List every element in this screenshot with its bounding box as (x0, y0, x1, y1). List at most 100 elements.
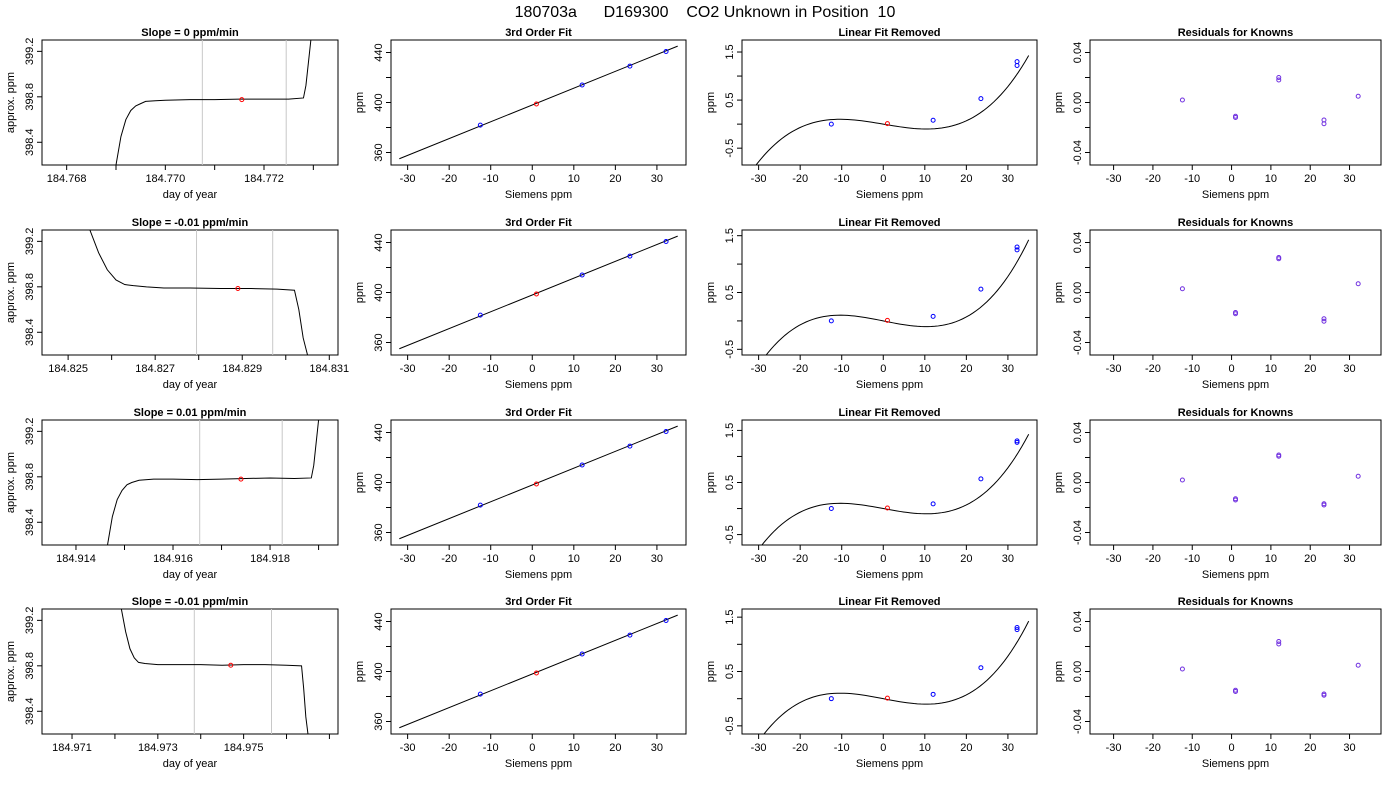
residual-point (1321, 692, 1327, 698)
y-tick-label: -0.5 (724, 716, 736, 735)
y-axis-label: approx. ppm (5, 452, 17, 513)
x-tick-label: -10 (483, 173, 499, 185)
x-tick-label: 0 (529, 173, 535, 185)
y-tick-label: 360 (373, 523, 385, 541)
plot-frame (1089, 608, 1382, 735)
plot-frame (741, 419, 1038, 546)
plot-area (1179, 452, 1361, 508)
known-point (978, 96, 984, 102)
x-tick-label: -20 (1145, 553, 1161, 565)
fit-curve (399, 614, 678, 729)
x-tick-label: 30 (1002, 553, 1014, 565)
x-axis-label: Siemens ppm (1202, 379, 1269, 391)
plot-area (399, 425, 678, 540)
x-axis-label: day of year (163, 189, 218, 201)
x-axis-label: Siemens ppm (856, 569, 923, 581)
x-tick-label: 184.918 (250, 553, 290, 565)
x-tick-label: -20 (792, 363, 808, 375)
y-axis-label: ppm (705, 661, 717, 682)
x-tick-label: -30 (1106, 173, 1122, 185)
x-tick-label: 20 (960, 363, 972, 375)
x-tick-label: 10 (919, 553, 931, 565)
panel-title: Linear Fit Removed (838, 596, 940, 608)
y-tick-label: 360 (373, 333, 385, 351)
panel-title: 3rd Order Fit (505, 407, 572, 419)
x-tick-label: 20 (609, 363, 621, 375)
unknown-point (884, 317, 890, 323)
y-tick-label: 399.2 (24, 228, 36, 256)
y-axis-label: ppm (1053, 92, 1065, 113)
residual-point (1355, 93, 1361, 99)
x-tick-label: 20 (1304, 173, 1316, 185)
y-tick-label: 0.5 (724, 475, 736, 490)
y-tick-label: -0.04 (1072, 709, 1084, 734)
known-point (579, 82, 585, 88)
x-tick-label: 30 (1002, 742, 1014, 754)
panel-title: Slope = -0.01 ppm/min (132, 596, 249, 608)
y-tick-label: 0.5 (724, 285, 736, 300)
x-tick-label: -10 (1184, 173, 1200, 185)
y-tick-label: 0.5 (724, 92, 736, 107)
residual-point (1233, 115, 1238, 120)
known-point (930, 501, 936, 507)
x-tick-label: -20 (1145, 363, 1161, 375)
x-tick-label: 30 (651, 553, 663, 565)
y-tick-label: -0.04 (1072, 140, 1084, 165)
y-axis-label: ppm (354, 661, 366, 682)
known-point (828, 696, 834, 702)
x-tick-label: -30 (400, 173, 416, 185)
known-point (978, 665, 984, 671)
x-tick-label: 0 (1229, 553, 1235, 565)
unknown-point (884, 121, 890, 127)
y-tick-label: 399.2 (24, 418, 36, 446)
x-tick-label: 20 (1304, 742, 1316, 754)
plot-frame (741, 608, 1038, 735)
x-tick-label: -10 (834, 363, 850, 375)
y-tick-label: 1.5 (724, 228, 736, 243)
timeseries-trace (107, 420, 320, 545)
x-tick-label: 0 (880, 742, 886, 754)
y-tick-label: 398.4 (24, 319, 36, 347)
fit-curve (399, 45, 678, 160)
x-tick-label: 10 (1265, 742, 1277, 754)
known-point (828, 121, 834, 127)
x-tick-label: 0 (1229, 742, 1235, 754)
residual-point (1321, 121, 1327, 127)
x-tick-label: -20 (792, 173, 808, 185)
y-tick-label: 0.04 (1072, 42, 1084, 63)
y-axis-label: approx. ppm (5, 641, 17, 702)
x-tick-label: 30 (1343, 553, 1355, 565)
x-tick-label: -10 (834, 553, 850, 565)
x-axis-label: day of year (163, 569, 218, 581)
x-tick-label: -20 (441, 742, 457, 754)
y-axis-label: ppm (354, 472, 366, 493)
residual-point (1179, 666, 1185, 672)
panel-residuals-r4c4: Residuals for Knowns -30 -20 -10 0 10 20 30 -0.0… (1053, 596, 1382, 770)
x-tick-label: 10 (1265, 173, 1277, 185)
x-tick-label: -10 (1184, 553, 1200, 565)
y-tick-label: -0.04 (1072, 520, 1084, 545)
panel-title: Residuals for Knowns (1178, 27, 1294, 39)
panel-title: Slope = 0 ppm/min (141, 27, 239, 39)
residual-point (1276, 453, 1282, 459)
known-point (978, 476, 984, 482)
panel-fit-r3c2: 3rd Order Fit -30 -20 -10 0 10 20 30 360 400 440 Si… (354, 407, 687, 581)
known-point (579, 462, 585, 468)
timeseries-trace (120, 609, 309, 734)
panel-title: 3rd Order Fit (505, 27, 572, 39)
y-tick-label: -0.5 (724, 525, 736, 544)
x-tick-label: 0 (529, 553, 535, 565)
known-point (477, 122, 483, 128)
known-point (579, 272, 585, 278)
plot-area (120, 609, 309, 734)
x-tick-label: -30 (1106, 363, 1122, 375)
x-tick-label: -20 (1145, 173, 1161, 185)
x-axis-label: Siemens ppm (1202, 189, 1269, 201)
x-tick-label: -20 (441, 173, 457, 185)
panel-title: Linear Fit Removed (838, 217, 940, 229)
known-point (627, 443, 633, 449)
page-title: 180703a D169300 CO2 Unknown in Position … (515, 4, 896, 21)
x-tick-label: -30 (751, 553, 767, 565)
known-point (930, 691, 936, 697)
